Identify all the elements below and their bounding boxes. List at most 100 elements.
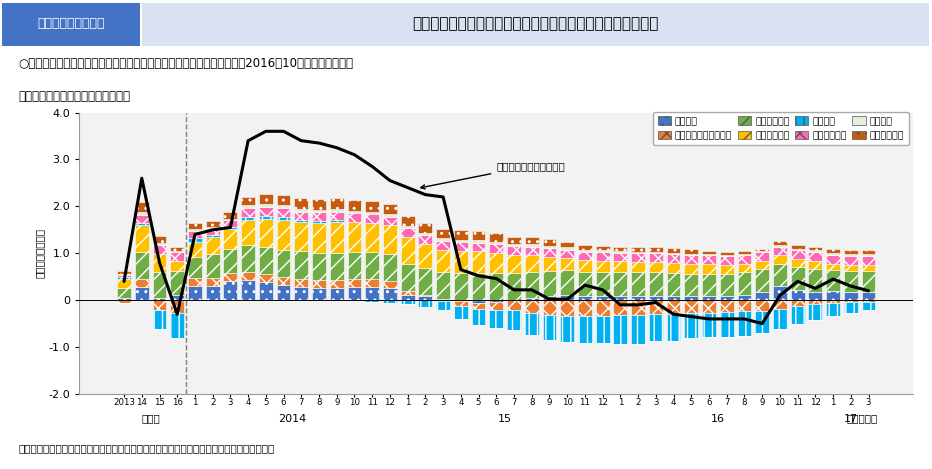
Bar [720,296,733,300]
Bar [702,313,716,337]
Bar [702,254,716,255]
Bar [259,247,273,274]
Bar [365,279,379,287]
Bar [401,300,415,304]
Bar [142,3,929,46]
Bar [472,231,486,240]
Bar [330,212,344,220]
Bar [436,229,450,238]
Bar [790,300,804,306]
Bar [454,306,468,319]
Bar [188,238,202,242]
Bar [861,271,875,292]
Bar [171,295,185,300]
Bar [436,299,450,300]
Bar [702,255,716,264]
Bar [188,242,202,257]
Bar [312,253,326,280]
Bar [596,300,610,316]
Bar [117,275,131,277]
Legend: 生鮮商品, 電気・都市ガス・水道, 一般サービス, 食料工業製品, 石油製品, 公共サービス, 繊維製品, 他の工業製品: 生鮮商品, 電気・都市ガス・水道, 一般サービス, 食料工業製品, 石油製品, … [653,112,909,145]
Bar [472,303,486,309]
Bar [418,233,432,235]
Bar [578,245,592,250]
Bar [135,212,149,215]
Bar [596,246,610,250]
Bar [560,316,574,342]
Bar [507,273,521,300]
Bar [295,198,308,209]
Bar [241,280,255,300]
Bar [224,229,238,249]
Bar [277,285,291,300]
Bar [560,250,574,258]
Bar [613,253,627,261]
Bar [454,242,468,251]
Bar [790,245,804,249]
Bar [330,280,344,288]
Bar [241,205,255,208]
Bar [224,249,238,273]
Bar [507,255,521,273]
Text: 2014: 2014 [279,414,307,424]
Bar [843,271,857,292]
Bar [613,251,627,253]
Bar [489,310,503,328]
Bar [755,261,769,269]
Bar [560,270,574,295]
Bar [295,251,308,279]
Bar [454,273,468,300]
Bar [631,252,645,253]
Bar [489,233,503,242]
Bar [649,253,663,262]
Bar [312,280,326,288]
Bar [401,264,415,291]
Bar [649,252,663,253]
Bar [631,247,645,252]
Bar [755,249,769,251]
Bar [808,292,822,300]
Bar [666,248,680,253]
Bar [259,194,273,204]
Bar [348,211,362,213]
Bar [596,272,610,296]
Bar [241,217,255,220]
Bar [613,272,627,296]
Bar [596,316,610,343]
Bar [613,261,627,272]
Bar [330,253,344,280]
Bar [436,300,450,301]
Bar [188,229,202,231]
Bar [843,250,857,254]
Bar [596,261,610,272]
Bar [773,241,787,245]
Bar [773,286,787,300]
Bar [259,274,273,282]
Bar [826,264,840,270]
Bar [224,281,238,300]
Bar [649,272,663,296]
Bar [720,312,733,337]
Bar [560,247,574,250]
Bar [365,223,379,252]
Bar [171,300,185,313]
Bar [330,209,344,212]
Bar [171,271,185,295]
Bar [418,295,432,296]
Bar [542,271,556,296]
Bar [436,238,450,241]
Bar [684,264,698,274]
Bar [312,221,326,223]
Bar [365,201,379,212]
Bar [312,212,326,221]
Bar [861,250,875,254]
Bar [171,247,185,251]
Bar [224,273,238,281]
Bar [401,295,415,300]
Bar [259,219,273,247]
Bar [560,258,574,270]
Bar [418,268,432,295]
Bar [135,225,149,252]
Bar [578,252,592,260]
Bar [773,245,787,247]
